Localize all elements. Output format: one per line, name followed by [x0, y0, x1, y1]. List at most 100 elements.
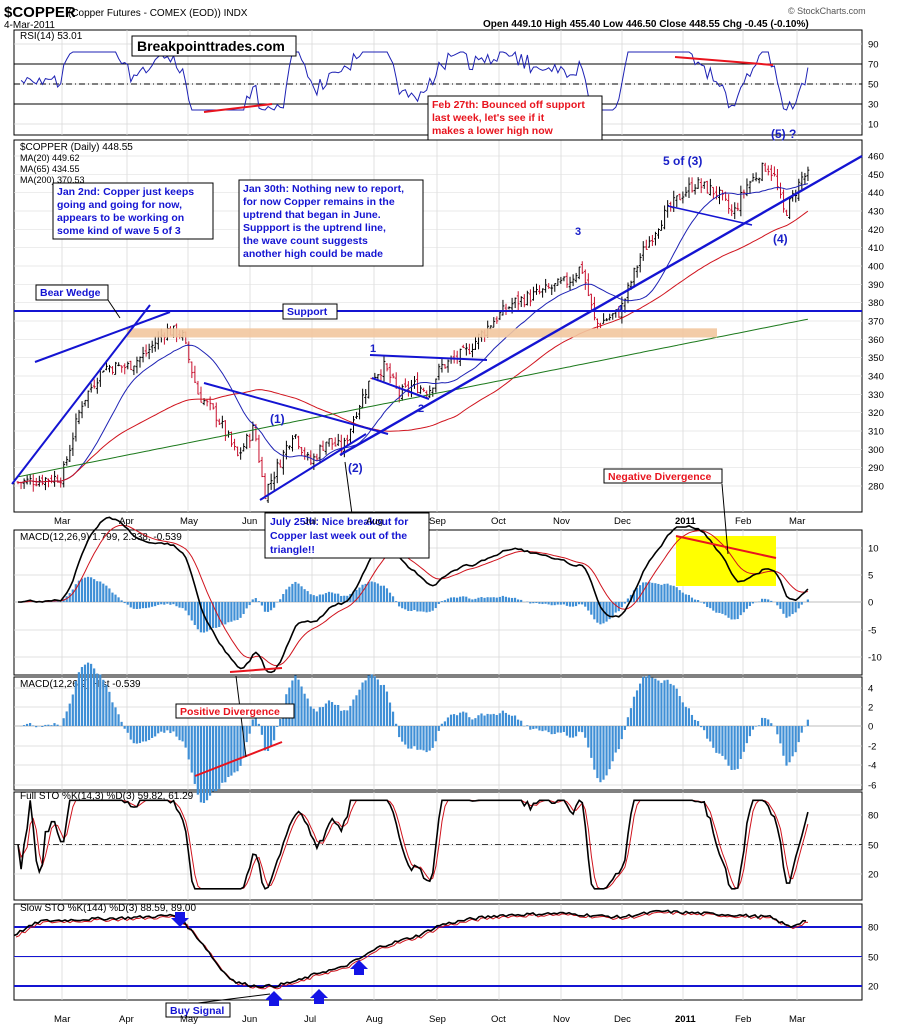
x-axes: Mar Apr May Jun Jul Aug Sep Oct Nov Dec 2011 Feb Mar…: [54, 516, 805, 1025]
price-tick-label: 370: [868, 317, 884, 328]
rsi-divergence-high: [674, 56, 774, 66]
month-top-label: 2011: [675, 516, 696, 527]
hist-bar: [196, 726, 199, 795]
macd-hist-bar: [614, 602, 617, 613]
hist-bar: [757, 725, 761, 726]
hist-bar: [300, 686, 303, 726]
price-tick-label: 310: [868, 427, 884, 438]
hist-bar: [422, 726, 425, 751]
rsi-tick-label: 10: [868, 120, 879, 131]
wave-5-of-3: 5 of (3): [663, 154, 702, 168]
macd-hist-bar: [123, 602, 126, 604]
macd-hist-bar: [282, 594, 285, 602]
macd-hist-bar: [422, 602, 425, 612]
macd-pos-div-line: [229, 667, 283, 673]
macd-hist-bar: [410, 602, 413, 611]
hist-bar: [761, 717, 764, 726]
macd-hist-bar: [175, 602, 178, 607]
macd-hist-bar: [465, 596, 468, 602]
feb27-line1: Feb 27th: Bounced off support: [432, 99, 585, 111]
hist-bar: [574, 726, 578, 737]
month-bottom-label: Feb: [735, 1014, 751, 1025]
price-tick-label: 410: [868, 243, 884, 254]
hist-bar: [703, 726, 706, 731]
macd-hist-bar: [154, 602, 157, 607]
macd-hist-bar: [501, 595, 504, 602]
macd-hist-bar: [327, 591, 331, 602]
macd-hist-bar: [684, 594, 687, 602]
month-bottom-label: Jul: [304, 1014, 316, 1025]
macd-hist-bar: [681, 592, 684, 602]
hist-bar: [349, 705, 352, 726]
hist-bar: [806, 719, 809, 726]
support-band: [127, 328, 717, 338]
macd-hist-bar: [266, 602, 270, 612]
hist-bar: [269, 726, 273, 747]
wedge-upper: [11, 304, 151, 485]
macd-hist-bar: [559, 602, 562, 605]
macd-hist-bar: [111, 592, 114, 602]
month-top-label: Jul: [304, 516, 316, 527]
macd-hist-bar: [800, 602, 803, 605]
macd-hist-bar: [230, 602, 233, 622]
site-box: [131, 35, 297, 57]
macd-hist-bar: [129, 602, 132, 608]
macd-hist-bar: [205, 602, 209, 632]
macd-hist-bar: [102, 583, 105, 602]
macd-hist-bar: [77, 580, 80, 602]
flag-lower: [371, 377, 430, 400]
macd-hist-bar: [462, 596, 465, 602]
hist-bar: [626, 717, 629, 726]
hist-tick-label: -6: [868, 781, 876, 792]
hist-bar: [22, 725, 26, 726]
macd-hist-bar: [388, 592, 392, 602]
macd-hist-bar: [373, 582, 376, 602]
jan2-box: [52, 182, 214, 240]
month-top-label: Dec: [614, 516, 631, 527]
macd-hist-bar: [157, 602, 160, 605]
hist-bar: [236, 726, 239, 772]
neg-div-text: Negative Divergence: [608, 471, 711, 483]
hist-bar: [105, 684, 108, 726]
support-text: Support: [287, 306, 328, 318]
pos-div-text: Positive Divergence: [180, 706, 280, 718]
hist-bar: [218, 726, 221, 789]
pos-div-box: [175, 703, 295, 719]
macd-hist-bar: [163, 602, 166, 605]
hist-bar: [50, 725, 53, 726]
hist-bar: [632, 696, 636, 726]
ssto-tick-label: 20: [868, 982, 879, 993]
ssto-frame: [13, 903, 863, 1001]
price-tick-label: 380: [868, 298, 884, 309]
macd-hist-bar: [736, 602, 739, 620]
bear-wedge-box: [35, 284, 109, 301]
symbol-name: (Copper Futures - COMEX (EOD)) INDX: [68, 8, 248, 19]
hist-bar: [126, 726, 129, 733]
macd-hist-bar: [291, 583, 294, 602]
macd-hist-bar: [212, 602, 215, 628]
price-tick-label: 400: [868, 262, 884, 273]
buy-signal-box: [165, 1002, 231, 1018]
month-top-label: Sep: [429, 516, 446, 527]
ma20-line: [17, 183, 809, 484]
hist-bar: [739, 726, 742, 760]
macd-hist-bar: [285, 589, 288, 602]
rsi-divergence-low: [203, 103, 273, 113]
macd-neg-div-line: [675, 535, 777, 559]
rsi-tick-label: 90: [868, 40, 879, 51]
hist-bar: [794, 726, 797, 753]
hist-bar: [364, 680, 367, 726]
macd-hist-bar: [742, 602, 745, 613]
macd-hist-bar: [251, 599, 254, 602]
hist-bar: [568, 726, 572, 738]
hist-bar: [395, 723, 398, 726]
hist-bar: [385, 691, 389, 726]
hist-bar: [678, 696, 681, 726]
ssto-d-line: [15, 911, 809, 990]
macd-hist-bar: [635, 587, 639, 602]
hist-bar: [401, 726, 404, 742]
hist-bar: [47, 724, 50, 726]
neg-div-pointer: [721, 483, 729, 555]
hist-bar: [248, 726, 251, 734]
